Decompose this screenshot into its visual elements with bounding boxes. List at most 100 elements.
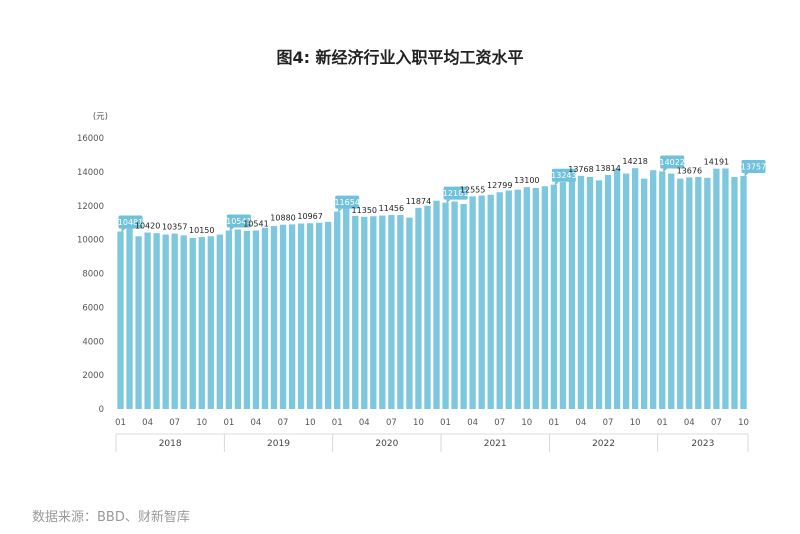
callout-pointer <box>338 208 343 213</box>
bar-2023-03 <box>677 178 684 409</box>
x-tick-label: 04 <box>467 418 478 428</box>
y-tick-label: 2000 <box>82 371 104 381</box>
bar-2023-07 <box>713 168 720 409</box>
bar-2021-11 <box>532 187 539 409</box>
data-label: 12799 <box>487 181 512 190</box>
bar-2021-04 <box>469 196 476 409</box>
x-tick-label: 07 <box>278 418 289 428</box>
bar-2022-10 <box>631 168 639 409</box>
bar-2020-03 <box>352 215 359 409</box>
x-tick-label: 04 <box>251 418 262 428</box>
y-tick-label: 8000 <box>82 270 104 280</box>
x-tick-label: 07 <box>386 418 397 428</box>
callout-box <box>118 215 143 229</box>
bar-2022-03 <box>568 180 576 409</box>
x-tick-label: 04 <box>359 418 370 428</box>
data-label: 10150 <box>189 226 214 235</box>
x-tick-label: 10 <box>630 418 641 428</box>
callout-label: 10481 <box>118 215 143 233</box>
data-label: 10420 <box>135 222 160 231</box>
bar-2021-06 <box>487 194 494 409</box>
bar-2019-12 <box>325 221 332 409</box>
bar-2020-02 <box>343 207 350 409</box>
bar-2018-04 <box>144 232 151 409</box>
bar-2020-01 <box>334 211 341 409</box>
bars <box>117 168 747 409</box>
bar-2023-01 <box>659 171 666 409</box>
year-label: 2019 <box>267 439 290 449</box>
data-label: 10541 <box>226 217 251 226</box>
data-label: 13768 <box>568 165 593 174</box>
bar-2019-01 <box>225 230 233 409</box>
callout-pointer <box>446 199 451 204</box>
callout-pointer <box>554 181 559 186</box>
bar-2022-02 <box>559 182 567 409</box>
bar-2020-12 <box>433 200 440 409</box>
bar-2020-09 <box>406 217 413 409</box>
callout-pointer <box>744 172 749 177</box>
y-axis-unit-label: (元) <box>93 112 108 122</box>
callout-box <box>660 155 685 169</box>
x-tick-label: 04 <box>142 418 153 428</box>
y-tick-label: 4000 <box>82 337 104 347</box>
data-label: 11874 <box>406 197 431 206</box>
year-label: 2023 <box>691 439 714 449</box>
bar-2019-05 <box>261 227 269 409</box>
data-label: 14022 <box>660 158 685 167</box>
x-tick-label: 10 <box>196 418 207 428</box>
bar-2018-10 <box>198 237 205 409</box>
y-tick-label: 10000 <box>77 236 104 246</box>
x-tick-label: 01 <box>115 418 126 428</box>
x-tick-label: 01 <box>548 418 559 428</box>
x-tick-label: 10 <box>521 418 532 428</box>
bar-2022-11 <box>641 178 648 409</box>
bar-2023-02 <box>668 173 675 409</box>
callout-label: 10541 <box>226 214 252 232</box>
bar-2019-04 <box>252 230 260 409</box>
bar-2021-02 <box>451 201 458 409</box>
y-tick-label: 6000 <box>82 303 104 313</box>
bar-2019-09 <box>297 223 305 409</box>
callout-box <box>335 195 360 209</box>
y-tick-label: 14000 <box>77 168 104 178</box>
data-label: 13676 <box>677 166 702 175</box>
bar-2020-06 <box>379 215 386 409</box>
bar-2023-08 <box>722 168 729 409</box>
year-label: 2020 <box>375 439 398 449</box>
bar-2018-03 <box>135 236 142 409</box>
x-tick-label: 07 <box>603 418 614 428</box>
callout-box <box>551 168 576 182</box>
callout-label: 12181 <box>443 186 468 204</box>
bar-2018-05 <box>153 233 160 409</box>
bar-2019-02 <box>234 229 242 409</box>
bar-2019-06 <box>270 226 278 409</box>
data-label: 13243 <box>551 171 576 180</box>
data-label: 11350 <box>352 206 377 215</box>
bar-2021-10 <box>523 187 530 409</box>
callout-box <box>741 159 766 173</box>
callout-box <box>443 186 468 200</box>
y-axis-ticks: 0 2000 4000 6000 8000 10000 12000 14000 16000 <box>77 134 104 415</box>
bar-2023-04 <box>686 177 693 409</box>
bar-2021-12 <box>541 186 549 409</box>
bar-2021-03 <box>460 204 467 409</box>
data-label: 14191 <box>704 158 729 167</box>
x-tick-label: 01 <box>657 418 668 428</box>
bar-2018-08 <box>180 235 187 409</box>
x-tick-label: 10 <box>738 418 749 428</box>
callout-pointer <box>663 168 668 173</box>
data-label: 11456 <box>379 204 404 213</box>
bar-2021-08 <box>505 190 512 409</box>
bar-2018-01 <box>117 231 124 409</box>
bar-2022-06 <box>595 180 603 409</box>
x-tick-label: 04 <box>684 418 695 428</box>
bar-2019-10 <box>306 223 314 409</box>
bar-2018-02 <box>126 227 133 409</box>
year-label: 2018 <box>159 439 182 449</box>
y-tick-label: 12000 <box>77 202 104 212</box>
year-label: 2021 <box>484 439 507 449</box>
bar-2021-09 <box>514 189 521 409</box>
data-label: 10967 <box>297 212 322 221</box>
x-tick-label: 01 <box>332 418 343 428</box>
